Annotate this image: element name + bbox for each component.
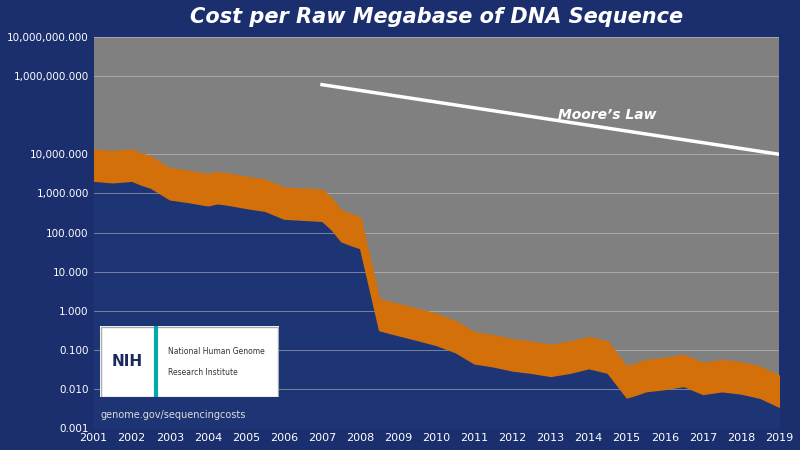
Title: Cost per Raw Megabase of DNA Sequence: Cost per Raw Megabase of DNA Sequence [190,7,683,27]
Text: genome.gov/sequencingcosts: genome.gov/sequencingcosts [101,410,246,420]
Text: Moore’s Law: Moore’s Law [558,108,657,122]
